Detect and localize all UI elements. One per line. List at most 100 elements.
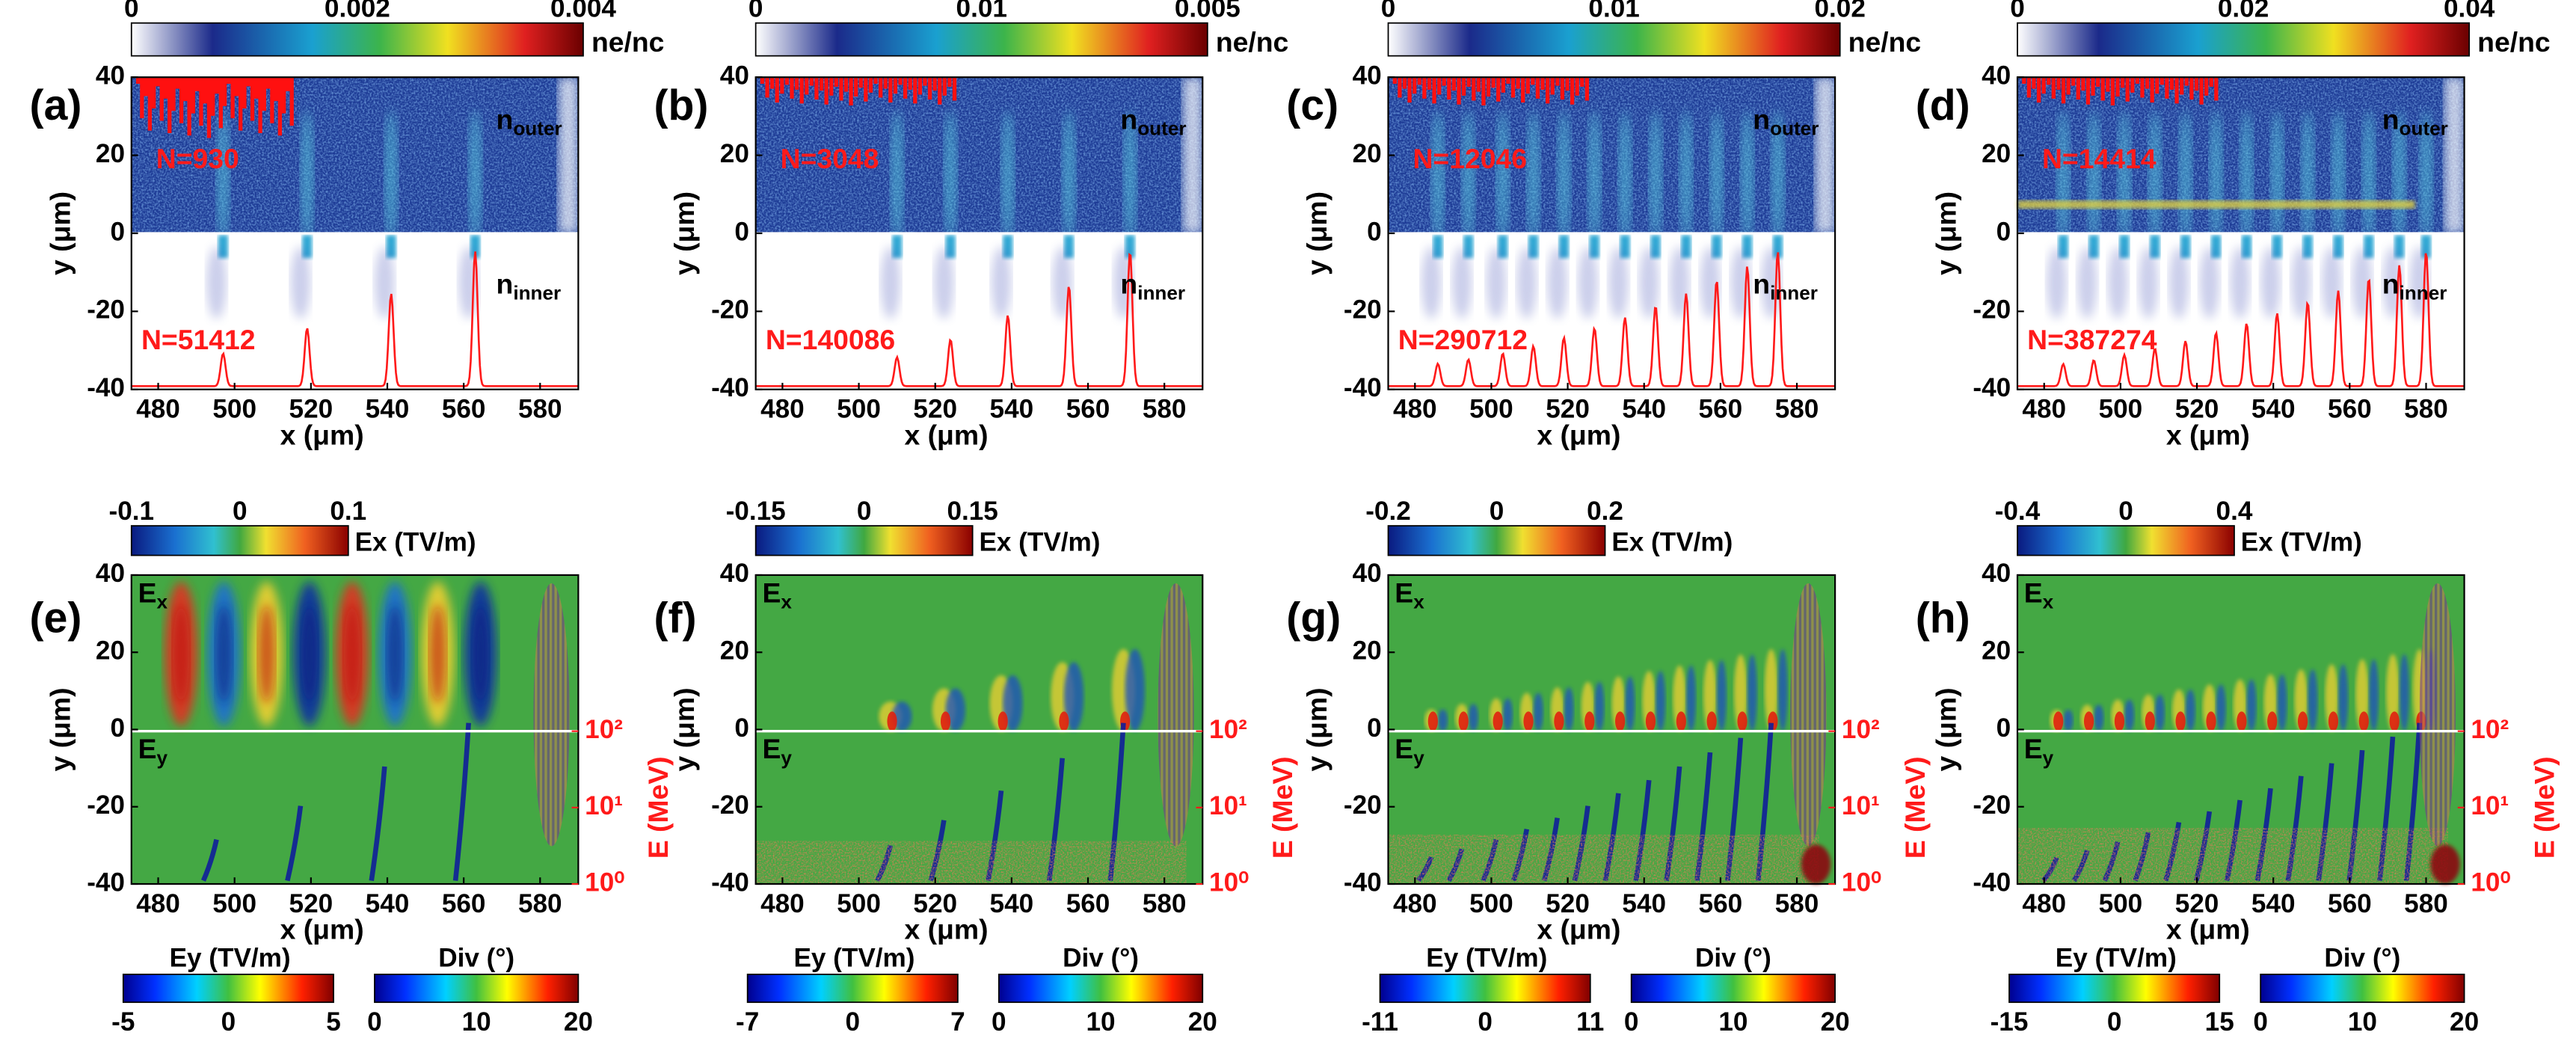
density-streak <box>944 110 957 242</box>
density-colorbar-tick-label: 0.02 <box>2218 0 2269 22</box>
density-streak <box>2331 110 2345 242</box>
colorbar-unit: ne/nc <box>1216 26 1289 58</box>
ex-colorbar-tick-label: 0.15 <box>947 497 997 526</box>
density-streak <box>1649 110 1662 242</box>
field-stripe-core <box>2114 711 2125 731</box>
div-colorbar <box>2260 973 2465 1004</box>
field-stripe <box>1685 665 1697 731</box>
panel-label: (h) <box>1916 595 1970 642</box>
field-stripe <box>2063 709 2074 731</box>
spectrum-line <box>2017 253 2464 387</box>
inner-cloud <box>1578 246 1598 319</box>
laser-front <box>2444 77 2465 233</box>
field-top-label-symbol: E <box>762 577 781 608</box>
ey-colorbar-title: Ey (TV/m) <box>793 943 914 972</box>
density-streak <box>216 110 230 242</box>
ey-colorbar <box>746 973 959 1004</box>
density-colorbar-tick-label: 0.005 <box>1175 0 1241 22</box>
inner-cloud <box>2230 246 2250 319</box>
density-streak <box>2056 110 2071 242</box>
x-tick-label: 520 <box>2175 395 2219 424</box>
density-streak <box>2087 110 2100 242</box>
inner-cloud <box>2138 246 2159 319</box>
energy-tick-label: 10¹ <box>585 791 623 820</box>
field-top-label: Ex <box>2024 577 2054 612</box>
y-tick-label: 0 <box>734 713 749 743</box>
density-colorbar-tick-label: 0.01 <box>1588 0 1639 22</box>
y-tick-label: 0 <box>1996 217 2011 246</box>
x-tick-label: 580 <box>1143 395 1187 424</box>
energy-tick-label: 10⁰ <box>2471 868 2510 897</box>
density-streak <box>1526 110 1540 242</box>
field-stripe-core <box>344 604 360 704</box>
energy-axis-label: E (MeV) <box>1267 756 1298 859</box>
div-colorbar-tick-label: 20 <box>2450 1007 2479 1037</box>
density-streak <box>2178 110 2192 242</box>
ex-colorbar-tick-label: 0 <box>857 497 872 526</box>
density-colorbar <box>754 22 1208 57</box>
field-stripe <box>1125 648 1145 731</box>
field-stripe <box>2386 654 2400 731</box>
y-tick-label: 40 <box>1982 559 2011 588</box>
field-stripe-core <box>2237 711 2247 731</box>
field-top-label-sub: x <box>2043 590 2054 612</box>
outer-label-symbol: n <box>1120 103 1137 135</box>
field-stripe <box>892 701 912 731</box>
x-tick-label: 560 <box>2328 889 2372 918</box>
field-stripe <box>1764 648 1778 731</box>
y-tick-label: 40 <box>720 559 749 588</box>
density-streak <box>1496 110 1510 242</box>
ex-colorbar-unit: Ex (TV/m) <box>979 528 1100 557</box>
ey-colorbar-tick-label: -11 <box>1362 1007 1398 1037</box>
field-stripe-core <box>940 711 951 731</box>
inner-count: N=140086 <box>766 324 895 355</box>
ey-colorbar-tick-label: 7 <box>950 1007 965 1037</box>
field-stripe <box>2154 694 2165 731</box>
density-streak <box>2419 110 2433 242</box>
field-stripe-core <box>258 604 275 704</box>
ey-colorbar <box>1379 973 1591 1004</box>
energy-tick-label: 10² <box>1842 715 1880 744</box>
x-tick-label: 580 <box>1775 395 1819 424</box>
div-colorbar-tick-label: 0 <box>1624 1007 1639 1037</box>
y-tick-label: 20 <box>1982 139 2011 168</box>
energy-tick-label: 10⁰ <box>1842 868 1881 897</box>
inner-cloud <box>1547 246 1567 319</box>
laser-pulse <box>533 583 570 847</box>
y-tick-label: -20 <box>1344 790 1382 820</box>
electron-trace <box>452 722 471 881</box>
density-streak <box>2301 110 2314 242</box>
field-stripe <box>2185 689 2195 731</box>
x-tick-label: 540 <box>990 889 1034 918</box>
panel-label: (c) <box>1286 82 1338 129</box>
y-axis-label: y (μm) <box>44 191 76 275</box>
inner-cloud <box>1516 246 1537 319</box>
x-tick-label: 480 <box>1393 395 1437 424</box>
density-streak <box>2240 110 2254 242</box>
ex-colorbar <box>130 525 349 556</box>
x-tick-label: 540 <box>1622 395 1666 424</box>
spectrum-line <box>131 251 578 387</box>
field-stripe <box>1533 693 1543 731</box>
inner-label-symbol: n <box>497 268 514 299</box>
div-colorbar-tick-label: 10 <box>2348 1007 2377 1037</box>
field-bottom-label-sub: y <box>156 746 167 769</box>
field-stripe <box>1502 698 1513 731</box>
outer-count: N=930 <box>156 143 239 174</box>
energy-axis-label: E (MeV) <box>2528 756 2560 859</box>
density-colorbar-tick-label: 0 <box>1381 0 1396 22</box>
electron-noise <box>755 841 1187 885</box>
y-tick-label: 20 <box>1353 636 1382 666</box>
field-stripe <box>1564 687 1574 731</box>
field-stripe <box>1747 654 1757 731</box>
inner-count: N=51412 <box>141 324 256 355</box>
field-stripe-core <box>2053 711 2064 731</box>
div-colorbar-tick-label: 0 <box>367 1007 382 1037</box>
density-streak <box>2118 110 2131 242</box>
inner-label: ninner <box>2382 268 2447 304</box>
energy-axis-label: E (MeV) <box>1899 756 1931 859</box>
outer-count: N=12046 <box>1413 143 1527 174</box>
y-tick-label: 0 <box>1367 217 1382 246</box>
spectrum-line <box>755 253 1202 387</box>
